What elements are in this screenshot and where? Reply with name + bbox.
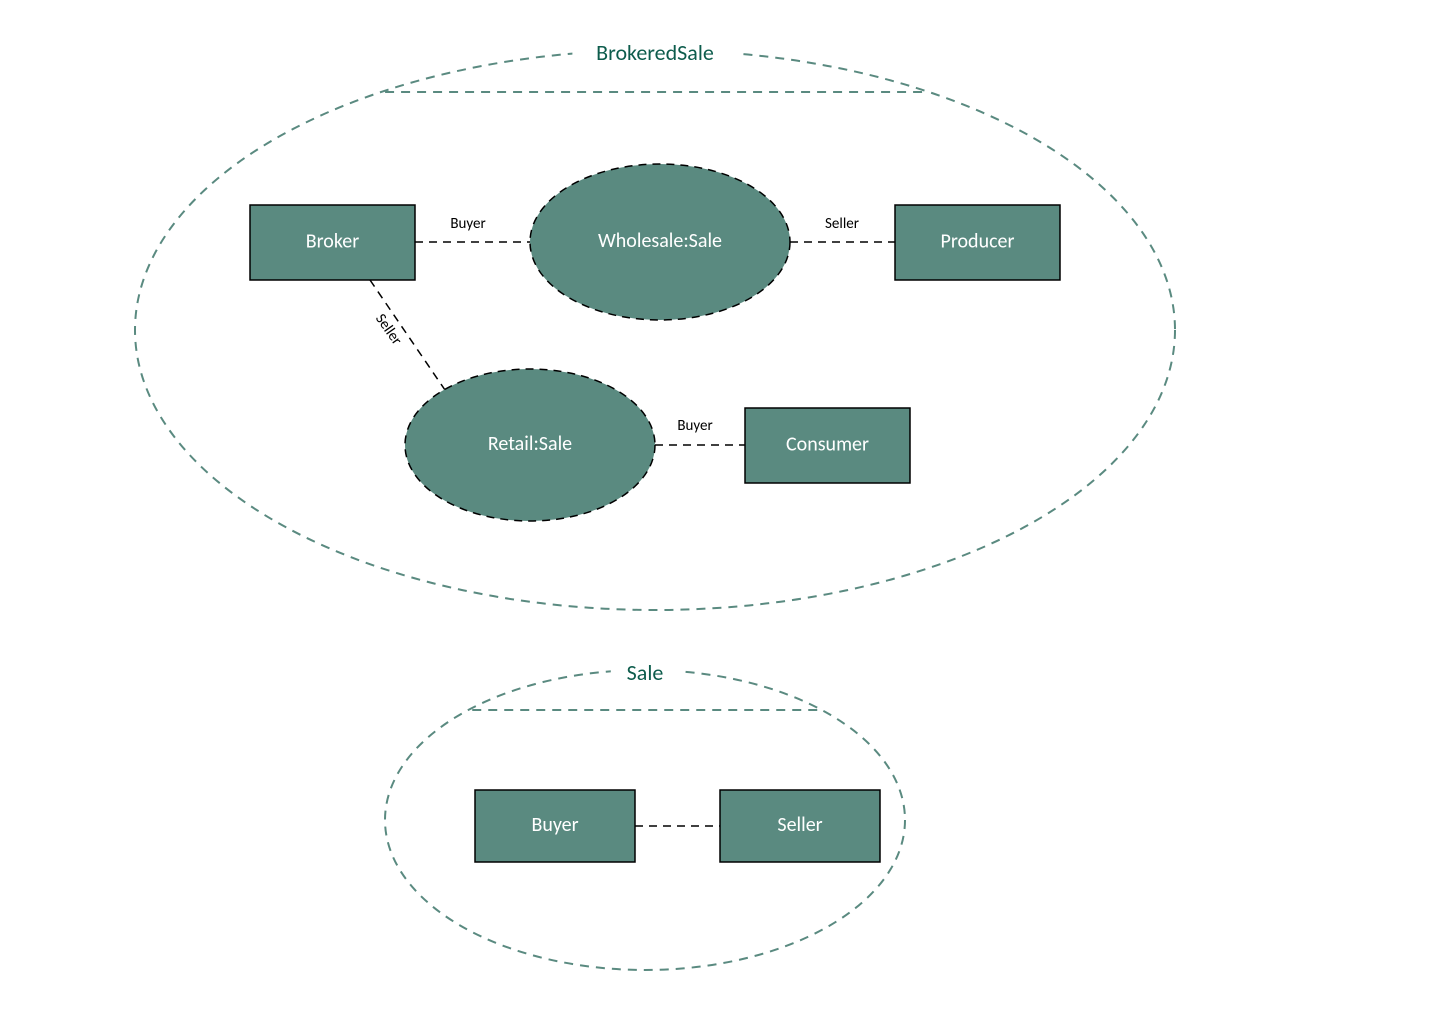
node-label-buyer: Buyer — [531, 813, 578, 837]
node-wholesale: Wholesale:Sale — [530, 164, 790, 320]
node-broker: Broker — [250, 205, 415, 280]
collaboration-title-sale: Sale — [627, 659, 664, 686]
node-seller: Seller — [720, 790, 880, 862]
node-label-broker: Broker — [306, 229, 359, 253]
collaboration-brokered-sale: BrokeredSale — [135, 39, 1175, 610]
node-label-retail: Retail:Sale — [488, 432, 572, 456]
node-label-seller: Seller — [777, 813, 822, 837]
node-consumer: Consumer — [745, 408, 910, 483]
node-buyer: Buyer — [475, 790, 635, 862]
node-producer: Producer — [895, 205, 1060, 280]
node-retail: Retail:Sale — [405, 369, 655, 521]
node-label-producer: Producer — [941, 229, 1015, 253]
diagram-canvas: Buyer Seller Seller Buyer BrokeredSale Sale Br… — [0, 0, 1454, 1020]
collaboration-title-brokered-sale: BrokeredSale — [596, 39, 714, 66]
edge-label-broker-retail: Seller — [371, 311, 405, 349]
edge-label-broker-wholesale: Buyer — [450, 215, 485, 233]
edge-label-wholesale-producer: Seller — [825, 215, 859, 233]
node-label-consumer: Consumer — [786, 432, 869, 456]
node-label-wholesale: Wholesale:Sale — [598, 229, 722, 253]
edge-label-retail-consumer: Buyer — [677, 417, 712, 435]
